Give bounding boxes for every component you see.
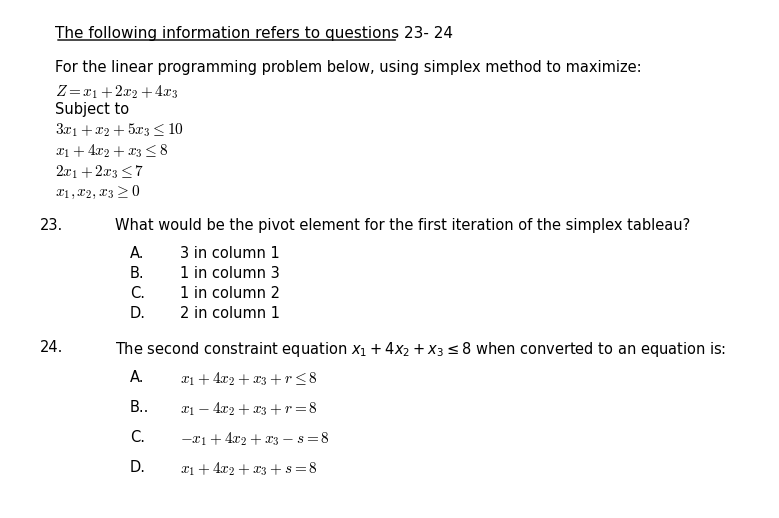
Text: $x_1 + 4x_2 + x_3 + s = 8$: $x_1 + 4x_2 + x_3 + s = 8$ xyxy=(180,460,318,478)
Text: Subject to: Subject to xyxy=(55,102,129,117)
Text: 23.: 23. xyxy=(40,218,63,233)
Text: $Z = x_1 + 2x_2 + 4x_3$: $Z = x_1 + 2x_2 + 4x_3$ xyxy=(55,83,178,100)
Text: B.: B. xyxy=(130,266,145,281)
Text: D.: D. xyxy=(130,460,146,475)
Text: $-x_1 + 4x_2 + x_3 - s = 8$: $-x_1 + 4x_2 + x_3 - s = 8$ xyxy=(180,430,330,448)
Text: The following information refers to questions 23- 24: The following information refers to ques… xyxy=(55,26,453,41)
Text: The second constraint equation $x_1 + 4x_2 + x_3 \leq 8$ when converted to an eq: The second constraint equation $x_1 + 4x… xyxy=(115,340,726,359)
Text: C.: C. xyxy=(130,286,145,301)
Text: C.: C. xyxy=(130,430,145,445)
Text: D.: D. xyxy=(130,306,146,321)
Text: $2x_1 + 2x_3 \leq 7$: $2x_1 + 2x_3 \leq 7$ xyxy=(55,163,144,181)
Text: B..: B.. xyxy=(130,400,150,415)
Text: 1 in column 2: 1 in column 2 xyxy=(180,286,280,301)
Text: 24.: 24. xyxy=(40,340,63,355)
Text: 2 in column 1: 2 in column 1 xyxy=(180,306,280,321)
Text: $x_1 + 4x_2 + x_3 \leq 8$: $x_1 + 4x_2 + x_3 \leq 8$ xyxy=(55,142,168,160)
Text: $3x_1 + x_2 + 5x_3 \leq 10$: $3x_1 + x_2 + 5x_3 \leq 10$ xyxy=(55,121,184,139)
Text: $x_1, x_2, x_3 \geq 0$: $x_1, x_2, x_3 \geq 0$ xyxy=(55,184,140,201)
Text: 3 in column 1: 3 in column 1 xyxy=(180,246,280,261)
Text: $x_1 + 4x_2 + x_3 + r \leq 8$: $x_1 + 4x_2 + x_3 + r \leq 8$ xyxy=(180,370,318,387)
Text: A.: A. xyxy=(130,370,144,385)
Text: 1 in column 3: 1 in column 3 xyxy=(180,266,280,281)
Text: $x_1 - 4x_2 + x_3 + r = 8$: $x_1 - 4x_2 + x_3 + r = 8$ xyxy=(180,400,318,418)
Text: A.: A. xyxy=(130,246,144,261)
Text: What would be the pivot element for the first iteration of the simplex tableau?: What would be the pivot element for the … xyxy=(115,218,690,233)
Text: For the linear programming problem below, using simplex method to maximize:: For the linear programming problem below… xyxy=(55,60,642,75)
